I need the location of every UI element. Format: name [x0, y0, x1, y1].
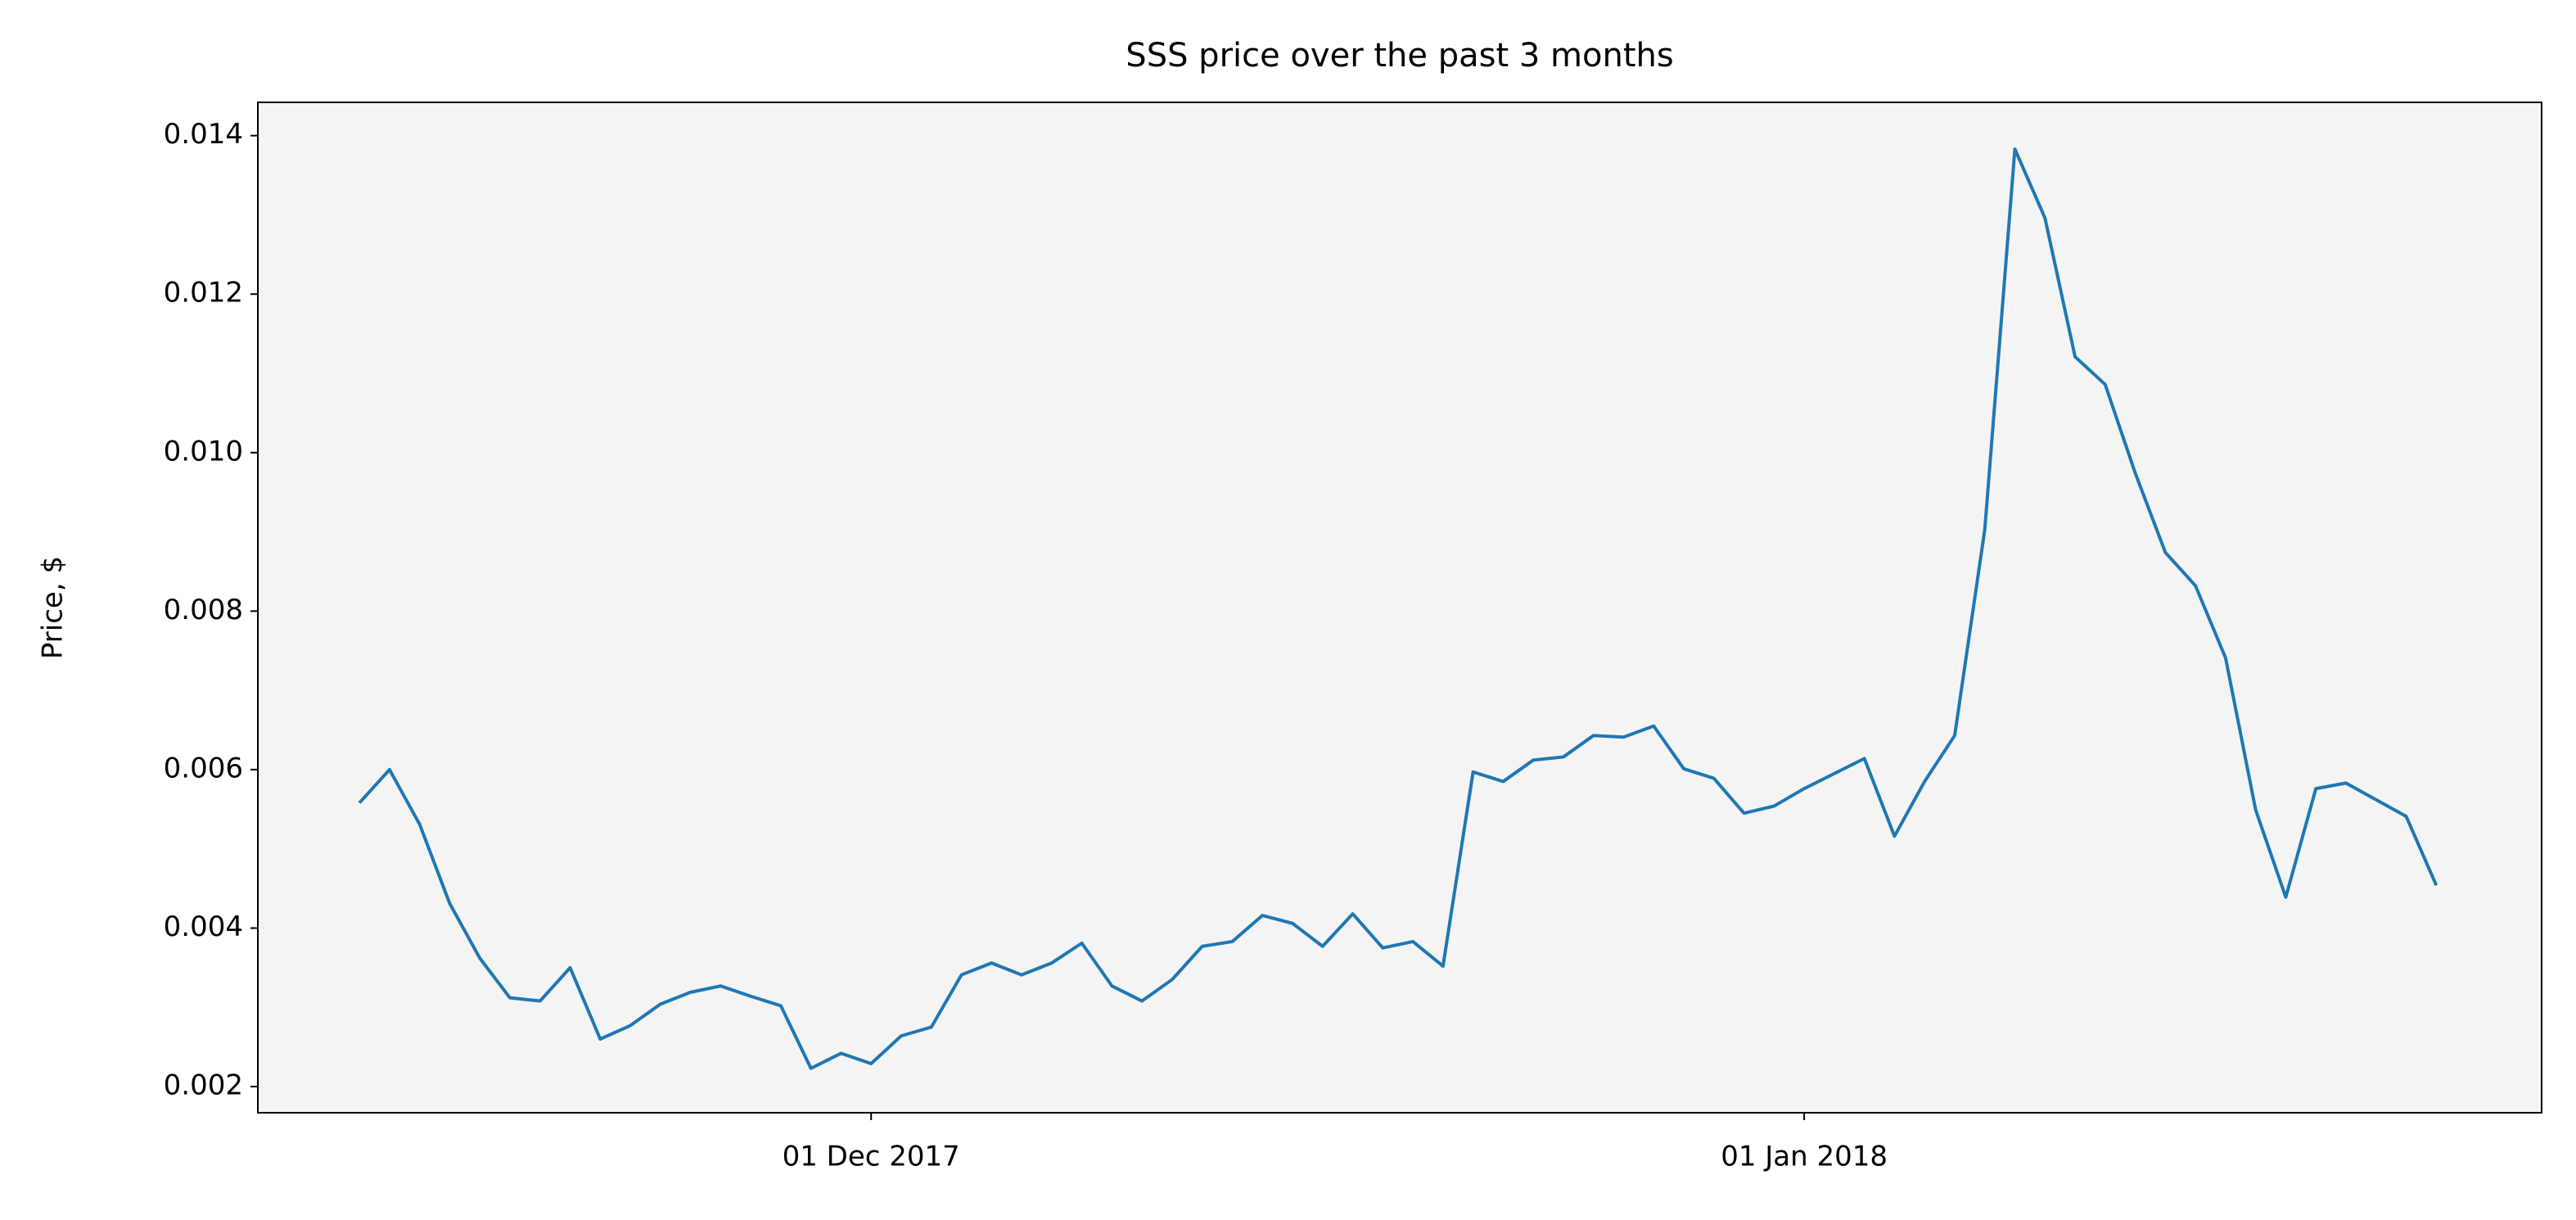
y-tick-label: 0.008: [164, 594, 243, 626]
y-tick-label: 0.004: [164, 910, 243, 943]
y-axis-label: Price, $: [37, 556, 70, 659]
x-tick-label: 01 Jan 2018: [1721, 1141, 1888, 1173]
y-tick-label: 0.014: [164, 118, 243, 151]
price-line: [358, 147, 2438, 1070]
plot-area: [258, 102, 2542, 1113]
axes-frame: [257, 102, 2542, 1114]
chart-title: SSS price over the past 3 months: [1126, 37, 1673, 75]
y-tick-label: 0.006: [164, 752, 243, 784]
y-tick-label: 0.012: [164, 277, 243, 310]
y-tick-label: 0.002: [164, 1069, 243, 1102]
y-tick-label: 0.010: [164, 435, 243, 468]
x-tick-label: 01 Dec 2017: [783, 1141, 960, 1173]
